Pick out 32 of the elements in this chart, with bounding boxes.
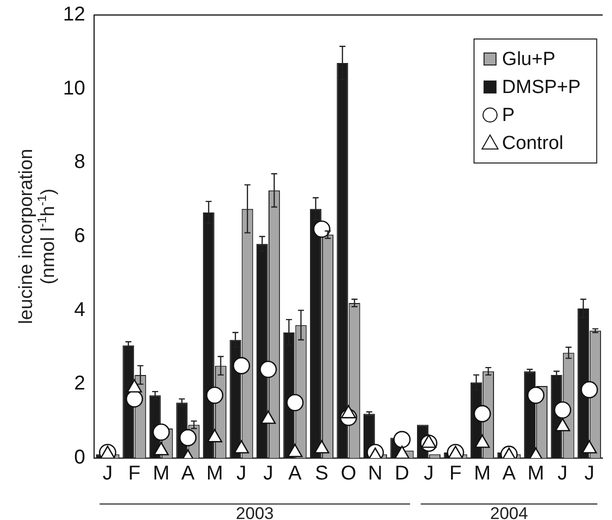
y-tick-label: 12 [62, 4, 86, 26]
x-tick-label: A [502, 462, 516, 485]
x-tick-label: M [474, 462, 491, 485]
x-tick-label: J [558, 462, 568, 485]
x-tick-label: J [102, 462, 113, 485]
x-tick-label: M [527, 462, 544, 485]
x-tick-label: D [394, 462, 410, 485]
x-tick-label: M [206, 462, 224, 485]
x-tick-label: N [368, 462, 382, 485]
x-tick-label: J [263, 462, 274, 485]
y-tick-label: 10 [62, 77, 86, 100]
x-tick-label: O [340, 462, 356, 485]
text: 2003 [236, 504, 274, 520]
x-tick-label: F [449, 462, 462, 485]
y-tick-label: 4 [74, 298, 86, 321]
legend-label: P [502, 105, 515, 126]
legend-label: Control [502, 133, 564, 154]
y-tick-label: 2 [74, 372, 86, 395]
x-tick-label: A [288, 462, 302, 485]
x-tick-label: M [152, 462, 170, 485]
x-tick-label: A [181, 462, 196, 485]
x-tick-label: J [424, 462, 434, 485]
x-tick-label: S [315, 462, 328, 485]
y-tick-label: 8 [74, 151, 86, 174]
legend-label: Glu+P [502, 49, 556, 70]
legend-label: DMSP+P [502, 77, 581, 98]
y-tick-label: 0 [74, 446, 86, 469]
text: 2004 [490, 504, 528, 520]
y-tick-label: 6 [74, 225, 86, 248]
x-tick-label: J [236, 462, 246, 485]
x-tick-label: J [584, 462, 594, 485]
x-tick-label: F [128, 462, 140, 485]
